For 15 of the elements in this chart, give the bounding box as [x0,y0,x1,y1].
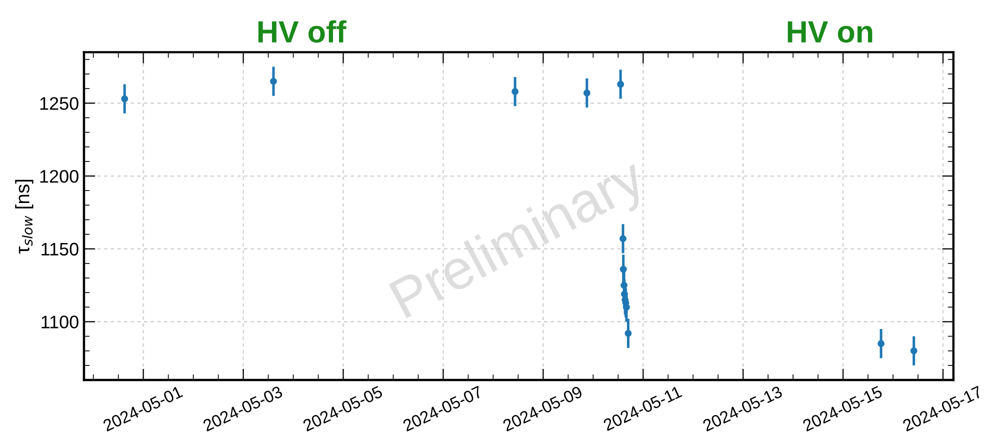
y-tick-label: 1200 [40,170,78,183]
point [512,88,519,95]
text: HV off [258,20,346,43]
y-axis-title: τ$_{slow}$ [ns] [15,180,34,254]
point [878,340,885,348]
y-tick-label: 1100 [42,316,78,328]
point [583,90,590,96]
y-tick-label: 1250 [40,97,78,110]
point [270,78,277,85]
y-tick-label: 1150 [42,242,78,256]
text: HV on [788,21,872,43]
point [624,330,632,337]
point [121,95,128,102]
point [617,80,624,88]
point [910,347,918,354]
